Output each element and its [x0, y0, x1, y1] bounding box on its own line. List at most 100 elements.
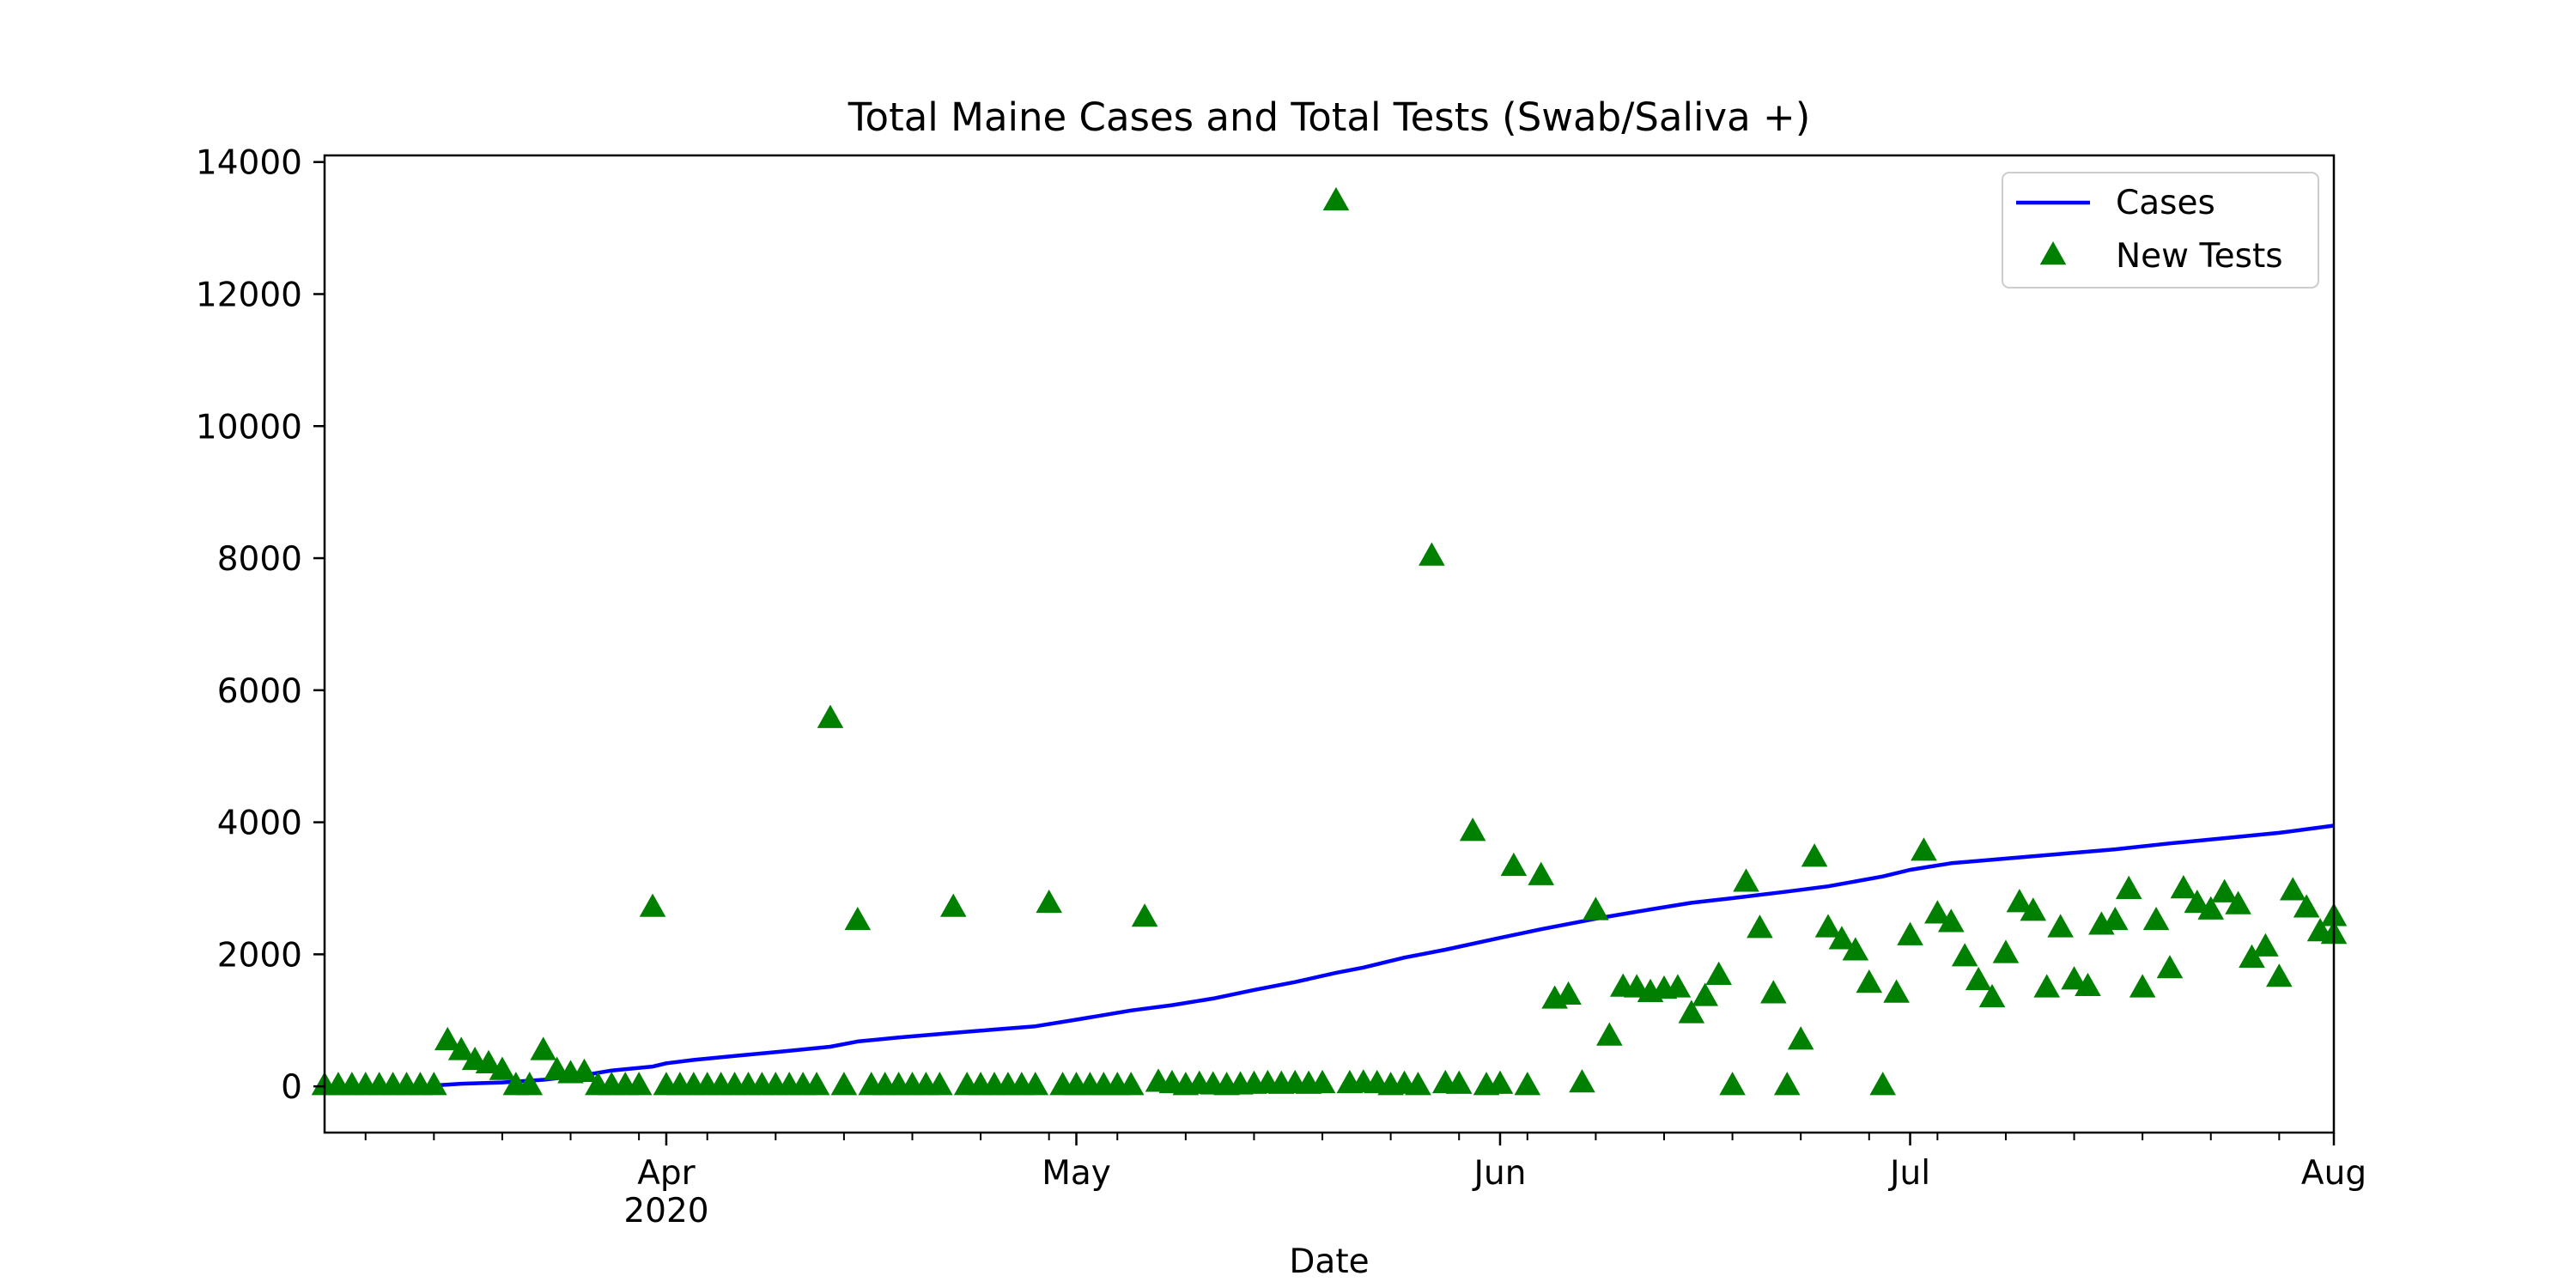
new-tests-point-100: [1678, 999, 1705, 1024]
legend-new-tests-label: New Tests: [2116, 237, 2283, 276]
new-tests-point-133: [2129, 974, 2156, 998]
new-tests-point-52: [1022, 1072, 1049, 1096]
new-tests-point-94: [1596, 1022, 1623, 1046]
legend: Cases New Tests: [2002, 172, 2319, 289]
new-tests-point-74: [1322, 186, 1350, 211]
new-tests-point-125: [2020, 897, 2047, 921]
new-tests-point-38: [830, 1072, 858, 1096]
new-tests-point-8: [421, 1072, 447, 1096]
chart-title: Total Maine Cases and Total Tests (Swab/…: [848, 94, 1811, 140]
new-tests-point-131: [2102, 906, 2129, 931]
new-tests-point-19: [571, 1058, 598, 1082]
new-tests-point-143: [2266, 963, 2293, 987]
new-tests-point-80: [1405, 1072, 1431, 1096]
new-tests-point-110: [1814, 914, 1842, 938]
new-tests-point-45: [927, 1072, 953, 1096]
x-tick-label-jul: Jul: [1887, 1154, 1930, 1193]
new-tests-point-9: [434, 1026, 461, 1051]
new-tests-point-39: [844, 906, 872, 931]
plot-frame: [323, 154, 2336, 1134]
new-tests-point-16: [530, 1036, 556, 1060]
new-tests-point-105: [1747, 914, 1773, 939]
new-tests-point-138: [2197, 896, 2225, 920]
new-tests-point-129: [2075, 972, 2101, 997]
legend-new-tests-swatch: [2039, 241, 2067, 265]
y-axis: 0 2000 4000 6000 8000 10000 12000 14000: [196, 144, 325, 1107]
new-tests-point-144: [2279, 877, 2306, 901]
new-tests-point-13: [489, 1056, 516, 1080]
new-tests-point-140: [2225, 890, 2251, 914]
new-tests-point-36: [803, 1072, 830, 1096]
x-tick-label-jun: Jun: [1472, 1154, 1527, 1193]
new-tests-point-108: [1787, 1026, 1814, 1050]
new-tests-point-126: [2033, 974, 2061, 998]
new-tests-point-114: [1869, 1072, 1896, 1096]
y-tick-label-0: 0: [281, 1068, 302, 1107]
new-tests-point-60: [1131, 903, 1158, 927]
new-tests-point-99: [1664, 974, 1692, 998]
new-tests-point-12: [475, 1049, 502, 1074]
new-tests-point-84: [1459, 817, 1486, 841]
new-tests-point-15: [516, 1072, 544, 1096]
new-tests-point-107: [1773, 1072, 1801, 1096]
new-tests-point-101: [1692, 982, 1719, 1006]
new-tests-point-93: [1583, 896, 1609, 920]
new-tests-point-118: [1924, 900, 1951, 924]
x-tick-label-aug: Aug: [2301, 1154, 2366, 1193]
new-tests-point-117: [1911, 837, 1937, 861]
new-tests-point-139: [2211, 878, 2238, 902]
new-tests-point-87: [1500, 852, 1528, 877]
new-tests-point-124: [2006, 889, 2033, 913]
new-tests-point-24: [639, 893, 666, 917]
cases-line: [420, 823, 2335, 1089]
new-tests-point-116: [1897, 921, 1923, 945]
new-tests-point-88: [1514, 1072, 1541, 1096]
legend-cases-label: Cases: [2116, 184, 2215, 222]
new-tests-point-137: [2184, 889, 2211, 914]
new-tests-point-121: [1965, 966, 1992, 991]
new-tests-point-106: [1760, 980, 1787, 1004]
new-tests-point-23: [625, 1072, 653, 1096]
plot-area: [311, 154, 2348, 1134]
new-tests-point-120: [1951, 943, 1978, 967]
new-tests-point-59: [1117, 1072, 1145, 1096]
y-tick-label-6000: 6000: [217, 672, 302, 711]
x-tick-label-may: May: [1042, 1154, 1111, 1193]
new-tests-point-134: [2142, 906, 2170, 931]
new-tests-point-81: [1419, 542, 1445, 566]
new-tests-point-10: [447, 1036, 475, 1060]
new-tests-point-122: [1978, 983, 2006, 1008]
new-tests-point-112: [1842, 937, 1869, 961]
new-tests-point-46: [939, 893, 967, 917]
y-tick-label-4000: 4000: [217, 805, 302, 843]
x-tick-sublabel: 2020: [623, 1192, 708, 1230]
x-tick-label-apr: Apr: [637, 1154, 696, 1193]
new-tests-point-73: [1309, 1069, 1336, 1094]
new-tests-point-104: [1733, 868, 1759, 892]
new-tests-point-136: [2170, 875, 2197, 899]
new-tests-point-53: [1036, 889, 1062, 914]
new-tests-point-141: [2239, 944, 2265, 968]
new-tests-point-132: [2115, 875, 2142, 900]
new-tests-point-86: [1486, 1070, 1514, 1094]
new-tests-point-111: [1828, 926, 1856, 950]
new-tests-point-115: [1883, 979, 1910, 1003]
y-tick-label-14000: 14000: [196, 144, 302, 183]
new-tests-point-113: [1856, 969, 1883, 993]
new-tests-point-83: [1445, 1070, 1473, 1094]
y-tick-label-2000: 2000: [217, 936, 302, 975]
new-tests-point-127: [2047, 914, 2074, 938]
x-axis-label: Date: [1289, 1242, 1369, 1281]
new-tests-point-102: [1705, 961, 1732, 985]
new-tests-point-119: [1937, 908, 1965, 933]
new-tests-point-89: [1528, 861, 1555, 885]
y-tick-label-8000: 8000: [217, 540, 302, 579]
new-tests-point-91: [1555, 981, 1582, 1005]
new-tests-point-135: [2156, 955, 2184, 979]
new-tests-point-128: [2061, 966, 2087, 990]
new-tests-point-103: [1719, 1072, 1746, 1096]
y-tick-label-10000: 10000: [196, 408, 302, 447]
new-tests-point-37: [817, 704, 844, 728]
new-tests-point-92: [1569, 1069, 1595, 1093]
